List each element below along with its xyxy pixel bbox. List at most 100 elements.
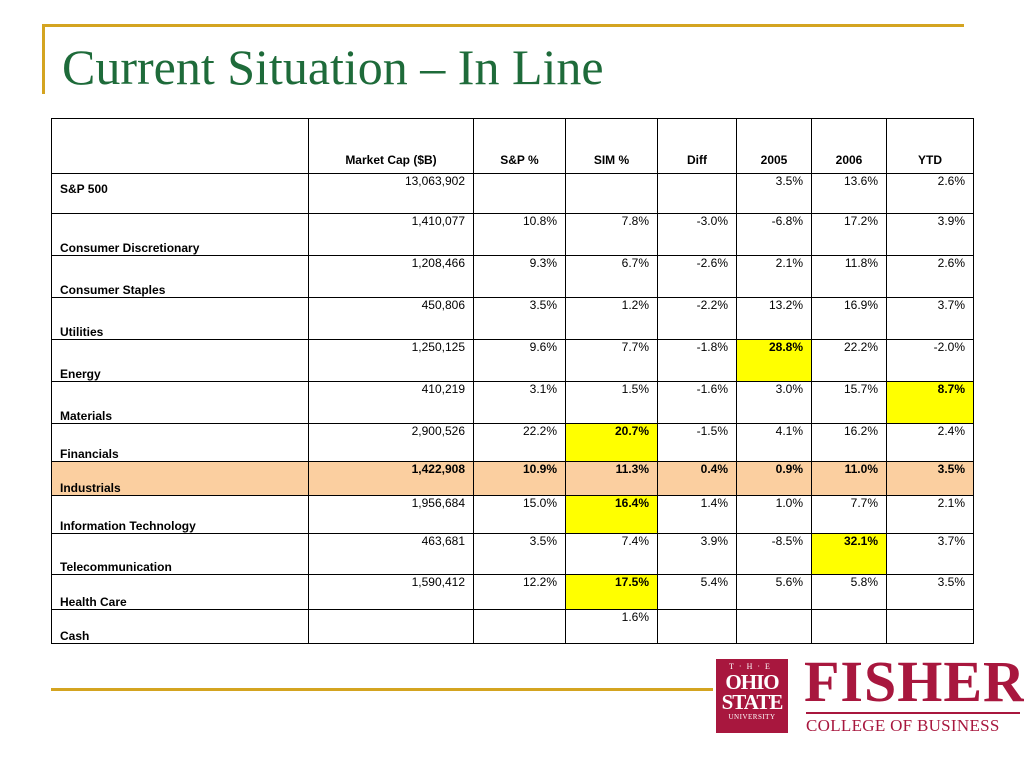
cell xyxy=(565,173,658,214)
table-row: Cash 1.6% xyxy=(51,609,974,644)
table-row: Telecommunication 463,681 3.5% 7.4% 3.9%… xyxy=(51,533,974,575)
cell: 5.8% xyxy=(811,574,887,610)
cell: 1,250,125 xyxy=(308,339,474,382)
row-label: Materials xyxy=(51,381,309,424)
cell: 10.9% xyxy=(473,461,566,496)
cell: 17.2% xyxy=(811,213,887,256)
row-label: Energy xyxy=(51,339,309,382)
cell: 12.2% xyxy=(473,574,566,610)
cell: 6.7% xyxy=(565,255,658,298)
cell: 3.7% xyxy=(886,533,974,575)
cell: 2,900,526 xyxy=(308,423,474,462)
cell: 1,422,908 xyxy=(308,461,474,496)
cell: 22.2% xyxy=(473,423,566,462)
row-label: Information Technology xyxy=(51,495,309,534)
cell xyxy=(657,609,737,644)
table-row: Consumer Discretionary 1,410,077 10.8% 7… xyxy=(51,213,974,256)
footer-rule xyxy=(51,688,713,691)
cell: 3.5% xyxy=(473,297,566,340)
cell: 3.7% xyxy=(886,297,974,340)
cell: 13.6% xyxy=(811,173,887,214)
header-cell: S&P % xyxy=(473,118,566,174)
row-label: Cash xyxy=(51,609,309,644)
table-row: Consumer Staples 1,208,466 9.3% 6.7% -2.… xyxy=(51,255,974,298)
highlighted-cell: 8.7% xyxy=(886,381,974,424)
cell: -3.0% xyxy=(657,213,737,256)
row-label: S&P 500 xyxy=(51,173,309,214)
cell: 463,681 xyxy=(308,533,474,575)
cell: 15.7% xyxy=(811,381,887,424)
cell: 1,590,412 xyxy=(308,574,474,610)
cell: 1,410,077 xyxy=(308,213,474,256)
cell: 1.6% xyxy=(565,609,658,644)
highlighted-cell: 17.5% xyxy=(565,574,658,610)
cell: 410,219 xyxy=(308,381,474,424)
cell xyxy=(736,609,812,644)
cell: 11.8% xyxy=(811,255,887,298)
cell: 22.2% xyxy=(811,339,887,382)
cell xyxy=(811,609,887,644)
cell xyxy=(308,609,474,644)
header-cell: Diff xyxy=(657,118,737,174)
table-row: S&P 500 13,063,902 3.5% 13.6% 2.6% xyxy=(51,173,974,214)
row-label: Consumer Discretionary xyxy=(51,213,309,256)
table-row: Energy 1,250,125 9.6% 7.7% -1.8% 28.8% 2… xyxy=(51,339,974,382)
cell: 2.1% xyxy=(886,495,974,534)
cell: 16.2% xyxy=(811,423,887,462)
cell: 3.9% xyxy=(886,213,974,256)
highlighted-cell: 20.7% xyxy=(565,423,658,462)
cell: 10.8% xyxy=(473,213,566,256)
header-cell: 2005 xyxy=(736,118,812,174)
table-row: Utilities 450,806 3.5% 1.2% -2.2% 13.2% … xyxy=(51,297,974,340)
cell xyxy=(473,609,566,644)
table-row: Information Technology 1,956,684 15.0% 1… xyxy=(51,495,974,534)
logo-state-text: STATE xyxy=(721,690,784,714)
row-label: Health Care xyxy=(51,574,309,610)
cell: -2.6% xyxy=(657,255,737,298)
cell: 15.0% xyxy=(473,495,566,534)
highlighted-cell: 16.4% xyxy=(565,495,658,534)
table-row: Materials 410,219 3.1% 1.5% -1.6% 3.0% 1… xyxy=(51,381,974,424)
row-label: Consumer Staples xyxy=(51,255,309,298)
cell: -1.5% xyxy=(657,423,737,462)
cell: 9.3% xyxy=(473,255,566,298)
cell: 13.2% xyxy=(736,297,812,340)
header-cell: YTD xyxy=(886,118,974,174)
cell: 1,208,466 xyxy=(308,255,474,298)
title-accent-vertical-rule xyxy=(42,24,45,94)
cell: -1.8% xyxy=(657,339,737,382)
table-row: Health Care 1,590,412 12.2% 17.5% 5.4% 5… xyxy=(51,574,974,610)
cell: 2.6% xyxy=(886,255,974,298)
cell: 3.5% xyxy=(473,533,566,575)
cell: 7.4% xyxy=(565,533,658,575)
cell: 1,956,684 xyxy=(308,495,474,534)
header-cell: SIM % xyxy=(565,118,658,174)
sector-table: Market Cap ($B) S&P % SIM % Diff 2005 20… xyxy=(51,118,974,644)
table-header-row: Market Cap ($B) S&P % SIM % Diff 2005 20… xyxy=(51,118,974,174)
cell: 1.5% xyxy=(565,381,658,424)
cell: 13,063,902 xyxy=(308,173,474,214)
row-label: Financials xyxy=(51,423,309,462)
row-label: Utilities xyxy=(51,297,309,340)
fisher-logo-text: FISHER xyxy=(804,649,1024,714)
cell: 0.4% xyxy=(657,461,737,496)
cell: 2.6% xyxy=(886,173,974,214)
cell: 3.5% xyxy=(886,461,974,496)
cell: 1.0% xyxy=(736,495,812,534)
row-label: Industrials xyxy=(51,461,309,496)
table-row-highlighted: Industrials 1,422,908 10.9% 11.3% 0.4% 0… xyxy=(51,461,974,496)
logo-the-text: T·H·E xyxy=(729,662,775,671)
cell: 5.6% xyxy=(736,574,812,610)
cell: 0.9% xyxy=(736,461,812,496)
logo-ohio-text: OHIO xyxy=(725,670,779,694)
cell: 11.0% xyxy=(811,461,887,496)
ohio-state-logo: T·H·E OHIO STATE UNIVERSITY xyxy=(716,659,788,733)
cell: 7.7% xyxy=(811,495,887,534)
cell: 2.4% xyxy=(886,423,974,462)
cell: 1.2% xyxy=(565,297,658,340)
cell: 7.7% xyxy=(565,339,658,382)
title-accent-horizontal-rule xyxy=(42,24,964,27)
cell: 5.4% xyxy=(657,574,737,610)
highlighted-cell: 28.8% xyxy=(736,339,812,382)
cell: 3.0% xyxy=(736,381,812,424)
